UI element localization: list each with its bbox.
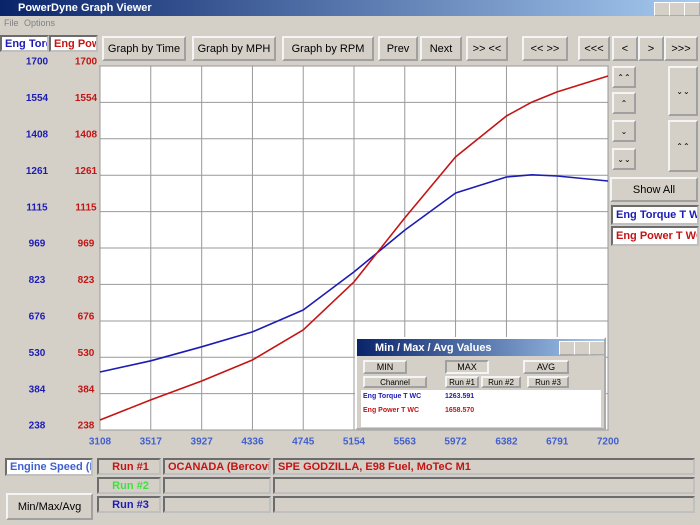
y-tick-label: 1408 [26, 129, 49, 140]
run-label: Run #1 [97, 458, 161, 475]
run-name [163, 496, 271, 513]
x-tick-label: 3108 [89, 437, 112, 448]
column-header: Run #2 [481, 376, 521, 388]
toolbar-button[interactable]: Graph by Time [102, 36, 186, 61]
zoom-in[interactable]: ⌃⌃ [668, 120, 698, 172]
dialog-table: Eng Torque T WC 1263.591 Eng Power T WC … [361, 390, 601, 427]
dialog-button[interactable]: AVG [523, 360, 569, 374]
dialog-title: Min / Max / Avg Values [375, 341, 492, 354]
scroll-up[interactable]: ⌃ [612, 92, 636, 114]
run-name: OCANADA (Bercovitz [163, 458, 271, 475]
channel-name: Eng Power T WC [363, 407, 419, 414]
x-tick-label: 3517 [140, 437, 163, 448]
y-tick-label: 238 [29, 421, 46, 432]
dialog-button[interactable]: MIN [363, 360, 407, 374]
y-tick-label: 384 [29, 384, 46, 395]
toolbar-button[interactable]: < [612, 36, 638, 61]
y-tick-label: 823 [29, 275, 46, 286]
toolbar-button[interactable]: Next [420, 36, 462, 61]
scroll-down-fast[interactable]: ⌄⌄ [612, 148, 636, 170]
data-line [99, 75, 609, 421]
y-tick-label: 969 [29, 239, 46, 250]
x-tick-label: 5154 [343, 437, 366, 448]
zoom-out[interactable]: ⌄⌄ [668, 66, 698, 116]
run-name [163, 477, 271, 494]
y-tick-label: 1700 [26, 57, 49, 68]
y-tick-label: 1261 [26, 166, 49, 177]
x-channel[interactable]: Engine Speed (RI [5, 458, 93, 476]
scroll-up-fast[interactable]: ⌃⌃ [612, 66, 636, 88]
toolbar-button[interactable]: >> << [466, 36, 508, 61]
toolbar-button[interactable]: > [638, 36, 664, 61]
y-tick-label: 1115 [26, 202, 48, 213]
y2-tick-label: 1408 [75, 129, 98, 140]
scroll-down[interactable]: ⌄ [612, 120, 636, 142]
column-header: Run #1 [445, 376, 479, 388]
y2-tick-label: 1115 [75, 202, 97, 213]
x-tick-label: 6791 [546, 437, 569, 448]
minimize[interactable] [559, 341, 575, 355]
title-bar: PowerDyne Graph Viewer [0, 0, 700, 16]
axis-tab[interactable]: Eng Powe [49, 35, 98, 52]
run-label: Run #3 [97, 496, 161, 513]
run-description [273, 496, 695, 513]
dialog: Min / Max / Avg Values MIN MAX AVG Chann… [355, 337, 606, 430]
toolbar-button[interactable]: << >> [522, 36, 568, 61]
y2-tick-label: 676 [78, 312, 95, 323]
toolbar-button[interactable]: Prev [378, 36, 418, 61]
y2-tick-label: 530 [78, 348, 95, 359]
min-max-avg-button[interactable]: Min/Max/Avg [6, 493, 93, 520]
dialog-title-bar: Min / Max / Avg Values [357, 339, 604, 356]
y-tick-label: 530 [29, 348, 46, 359]
x-tick-label: 5563 [394, 437, 417, 448]
legend-entry[interactable]: Eng Torque T WC [611, 205, 699, 225]
x-tick-label: 7200 [597, 437, 620, 448]
y2-tick-label: 823 [78, 275, 95, 286]
column-header: Channel [363, 376, 427, 388]
y2-tick-label: 1554 [75, 93, 98, 104]
toolbar-button[interactable]: Graph by RPM [282, 36, 374, 61]
channel-value: 1658.570 [445, 407, 475, 414]
y2-tick-label: 969 [78, 239, 95, 250]
legend-entry[interactable]: Eng Power T WC [611, 226, 699, 246]
run-description: SPE GODZILLA, E98 Fuel, MoTeC M1 [273, 458, 695, 475]
maximize[interactable] [574, 341, 590, 355]
y2-tick-label: 1700 [75, 57, 98, 68]
menu-file[interactable]: File [4, 18, 19, 28]
run-description [273, 477, 695, 494]
x-tick-label: 3927 [191, 437, 214, 448]
axis-tab[interactable]: Eng Torq [0, 35, 49, 52]
x-tick-label: 4745 [292, 437, 315, 448]
y2-tick-label: 384 [78, 384, 95, 395]
toolbar-button[interactable]: Graph by MPH [192, 36, 276, 61]
x-tick-label: 4336 [241, 437, 264, 448]
toolbar-button[interactable]: >>> [664, 36, 698, 61]
window-title: PowerDyne Graph Viewer [18, 2, 152, 14]
close[interactable] [589, 341, 604, 355]
x-tick-label: 5972 [444, 437, 467, 448]
dialog-button[interactable]: MAX [445, 360, 489, 374]
channel-value: 1263.591 [445, 393, 475, 400]
show-all-button[interactable]: Show All [610, 177, 698, 202]
menu-options[interactable]: Options [24, 18, 56, 28]
y-tick-label: 1554 [26, 93, 49, 104]
x-tick-label: 6382 [495, 437, 518, 448]
run-label: Run #2 [97, 477, 161, 494]
y2-tick-label: 238 [78, 421, 95, 432]
y-tick-label: 676 [29, 312, 46, 323]
column-header: Run #3 [527, 376, 569, 388]
y2-tick-label: 1261 [75, 166, 98, 177]
toolbar-button[interactable]: <<< [578, 36, 610, 61]
channel-name: Eng Torque T WC [363, 393, 422, 400]
